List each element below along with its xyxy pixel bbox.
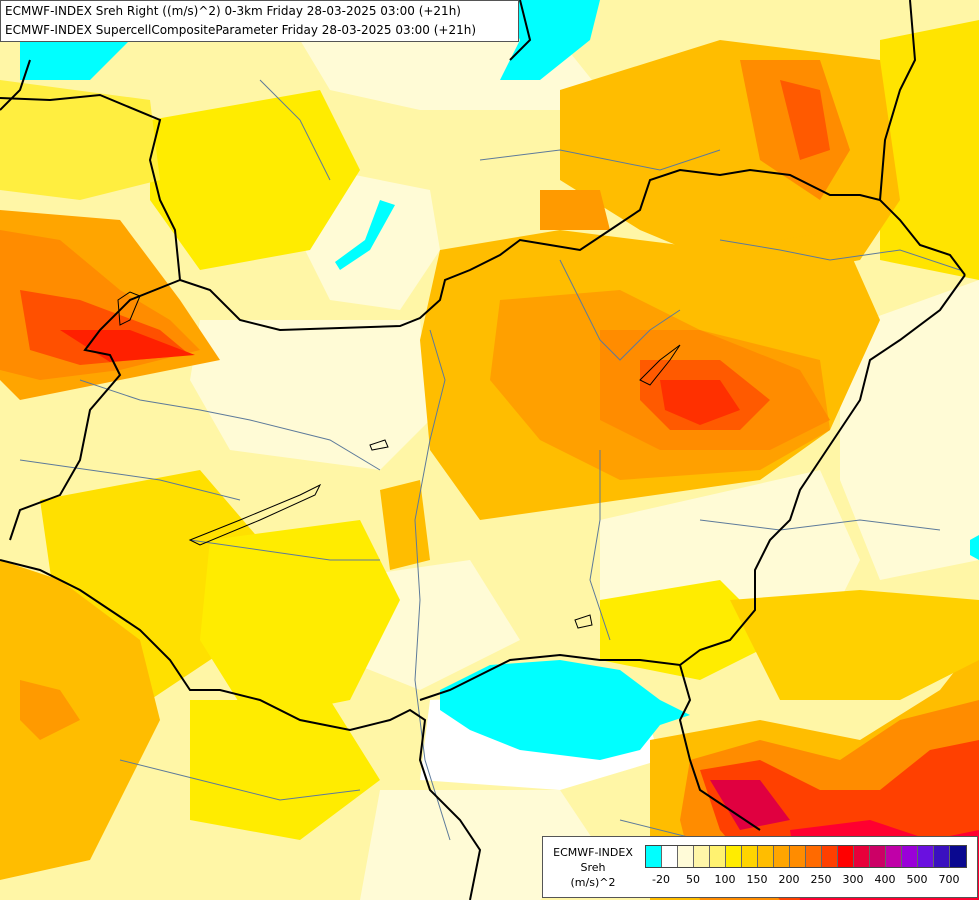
legend-model: ECMWF-INDEX — [553, 846, 633, 859]
map-title-box: ECMWF-INDEX Sreh Right ((m/s)^2) 0-3km F… — [0, 0, 519, 42]
legend-swatch — [822, 846, 838, 867]
lake-outlines — [117, 291, 681, 629]
legend-swatch — [662, 846, 678, 867]
legend-swatch — [902, 846, 918, 867]
map-title-scp: ECMWF-INDEX SupercellCompositeParameter … — [5, 23, 477, 37]
legend-tick-label: 500 — [906, 873, 928, 886]
legend-swatch — [646, 846, 662, 867]
legend-tick-label: 150 — [746, 873, 768, 886]
legend-swatch — [838, 846, 854, 867]
legend-swatch — [934, 846, 950, 867]
legend-swatch — [918, 846, 934, 867]
legend-swatch — [870, 846, 886, 867]
negative-value-zones — [20, 0, 979, 760]
legend-swatch — [886, 846, 902, 867]
legend-swatch — [806, 846, 822, 867]
rivers — [19, 79, 961, 861]
map-title-sreh: ECMWF-INDEX Sreh Right ((m/s)^2) 0-3km F… — [5, 4, 461, 18]
legend-tick-label: 100 — [714, 873, 736, 886]
legend-swatch — [758, 846, 774, 867]
legend-color-bar — [645, 845, 967, 868]
legend-swatch — [726, 846, 742, 867]
legend-swatch — [742, 846, 758, 867]
color-legend: ECMWF-INDEX Sreh (m/s)^2 -20 50 100 150 200 2… — [542, 836, 978, 898]
legend-swatch — [678, 846, 694, 867]
legend-swatch — [774, 846, 790, 867]
mid-value-zones — [0, 20, 979, 840]
legend-tick-label: 50 — [686, 873, 700, 886]
legend-caption: ECMWF-INDEX Sreh (m/s)^2 — [543, 845, 643, 890]
legend-swatch — [950, 846, 966, 867]
legend-tick-label: 400 — [874, 873, 896, 886]
legend-swatch — [790, 846, 806, 867]
legend-swatch — [710, 846, 726, 867]
legend-tick-label: 700 — [938, 873, 960, 886]
legend-tick-label: -20 — [652, 873, 670, 886]
legend-unit: (m/s)^2 — [570, 876, 616, 889]
legend-swatch — [854, 846, 870, 867]
legend-variable: Sreh — [580, 861, 606, 874]
legend-tick-label: 200 — [778, 873, 800, 886]
legend-swatch — [694, 846, 710, 867]
legend-tick-label: 300 — [842, 873, 864, 886]
legend-tick-label: 250 — [810, 873, 832, 886]
